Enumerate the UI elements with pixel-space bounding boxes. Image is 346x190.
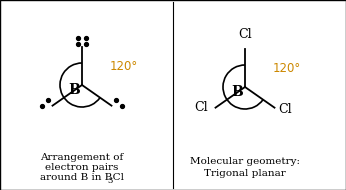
- Text: 120°: 120°: [110, 60, 138, 74]
- Text: Arrangement of: Arrangement of: [40, 154, 124, 162]
- Text: Trigonal planar: Trigonal planar: [204, 169, 286, 178]
- Text: B: B: [68, 83, 80, 97]
- Text: 3: 3: [107, 177, 112, 185]
- Text: Molecular geometry:: Molecular geometry:: [190, 158, 300, 166]
- Text: B: B: [231, 85, 243, 99]
- Text: 120°: 120°: [273, 63, 301, 75]
- Text: Cl: Cl: [279, 103, 292, 116]
- Text: electron pairs: electron pairs: [45, 164, 119, 173]
- Text: around B in BCl: around B in BCl: [40, 173, 124, 183]
- Text: Cl: Cl: [238, 28, 252, 41]
- Text: Cl: Cl: [194, 101, 208, 114]
